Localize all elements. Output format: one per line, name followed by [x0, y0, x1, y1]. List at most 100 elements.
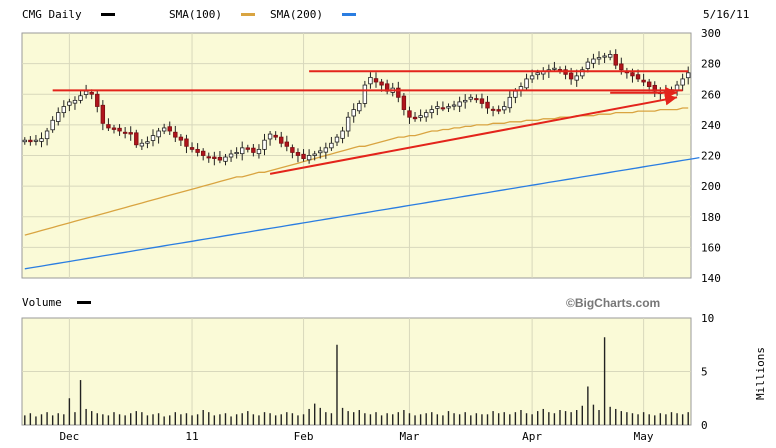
price-y-tick-label: 300 [701, 27, 721, 40]
candlestick [468, 94, 473, 103]
candlestick [585, 57, 591, 73]
candlestick [334, 134, 340, 147]
chart-date-label: 5/16/11 [703, 8, 749, 21]
candlestick [463, 94, 468, 109]
candlestick [496, 105, 501, 115]
volume-y-tick-label: 10 [701, 312, 714, 325]
candlestick [139, 139, 145, 150]
candlestick [485, 95, 490, 114]
candlestick [306, 149, 312, 164]
price-y-tick-label: 260 [701, 88, 721, 101]
price-y-tick-labels: 140 160 180 200 220 240 260 280 300 [701, 27, 721, 285]
candlestick [189, 142, 195, 153]
candlestick [212, 151, 217, 166]
candlestick [184, 134, 189, 154]
candlestick [279, 131, 284, 148]
chart-title: CMG Daily [22, 8, 82, 21]
candlestick [646, 78, 652, 92]
candlestick [256, 144, 262, 159]
candlestick [490, 106, 496, 117]
candlestick [150, 129, 156, 147]
candlestick [340, 126, 345, 144]
candlestick [106, 118, 111, 131]
candlestick [401, 93, 407, 116]
candlestick [95, 90, 100, 113]
candlestick [457, 96, 462, 113]
legend-sma200-label: SMA(200) [270, 8, 323, 21]
candlestick [167, 121, 172, 135]
sma200-line [24, 156, 700, 270]
price-y-tick-label: 240 [701, 119, 721, 132]
candlestick [507, 91, 513, 113]
candlestick [22, 137, 27, 145]
candlestick [273, 131, 278, 141]
volume-y-tick-label: 0 [701, 419, 708, 432]
candlestick [680, 73, 685, 91]
candlestick [262, 133, 267, 156]
legend-sma100-label: SMA(100) [169, 8, 222, 21]
candlestick [39, 132, 44, 148]
candlestick [602, 52, 607, 64]
candlestick [33, 134, 39, 146]
candlestick [407, 106, 412, 124]
candlestick [44, 127, 50, 146]
candlestick [429, 105, 434, 119]
candlestick [67, 98, 72, 112]
candlestick [607, 50, 613, 61]
candlestick [351, 103, 356, 123]
candlestick [178, 134, 184, 147]
candlestick [50, 116, 55, 133]
price-y-tick-label: 200 [701, 180, 721, 193]
candlestick [28, 136, 33, 146]
candlestick [228, 149, 234, 162]
candlestick [56, 107, 61, 126]
candlestick [78, 90, 83, 104]
candlestick [111, 124, 117, 134]
price-y-tick-label: 160 [701, 241, 721, 254]
candlestick [479, 93, 485, 109]
price-y-tick-label: 280 [701, 58, 721, 71]
candlestick [357, 100, 362, 114]
candlestick [396, 81, 401, 103]
candlestick [345, 112, 351, 137]
volume-title: Volume [22, 296, 62, 309]
candlestick [613, 49, 618, 70]
x-tick-label: Feb [294, 430, 314, 443]
candlestick [128, 126, 133, 141]
candlestick [217, 151, 223, 164]
candlestick [524, 73, 529, 91]
candlestick [552, 61, 557, 72]
price-y-tick-label: 140 [701, 272, 721, 285]
candlestick [161, 123, 167, 135]
candlestick [312, 150, 317, 161]
title-legend-marker [101, 13, 115, 16]
volume-legend-marker [77, 301, 91, 304]
x-axis-tick-labels: Dec 11 Feb Mar Apr May [59, 430, 653, 443]
x-tick-label: 11 [185, 430, 198, 443]
candlestick [145, 136, 150, 149]
candlestick [474, 94, 479, 103]
candlestick [574, 69, 579, 87]
x-tick-label: Apr [522, 430, 542, 443]
legend-sma100-marker [241, 13, 255, 16]
candlestick [117, 124, 122, 136]
candlestick [502, 101, 507, 114]
candlestick [173, 125, 178, 143]
price-y-tick-label: 220 [701, 150, 721, 163]
candlestick [290, 144, 295, 159]
candlestick [245, 144, 250, 153]
x-tick-label: May [634, 430, 654, 443]
volume-y-tick-labels: 0 5 10 [701, 312, 714, 432]
candlestick [72, 96, 78, 110]
candlestick [318, 146, 323, 159]
candlestick [418, 109, 423, 122]
volume-axis-label: Millions [754, 347, 767, 400]
candlestick [240, 141, 245, 161]
candlestick [435, 101, 440, 116]
candlestick [440, 101, 446, 112]
candlestick [412, 112, 418, 122]
candlestick [446, 103, 451, 113]
volume-header-band [22, 293, 691, 311]
candlestick [641, 73, 646, 86]
candlestick [301, 149, 306, 162]
